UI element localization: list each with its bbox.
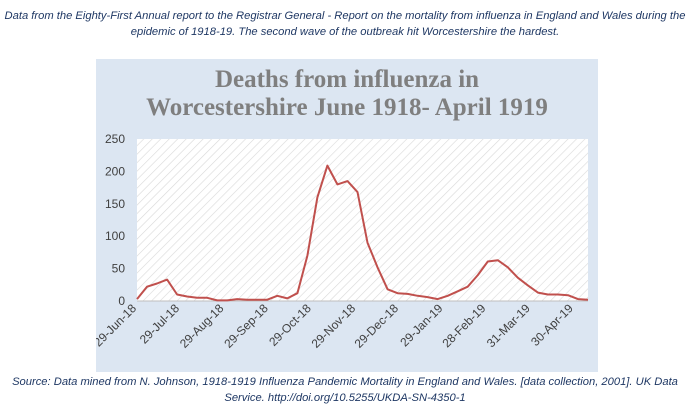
series-layer — [136, 164, 589, 302]
y-tick-label: 150 — [105, 197, 125, 211]
y-tick-label: 0 — [118, 294, 125, 308]
chart-title-line-1: Deaths from influenza in — [215, 66, 479, 93]
chart-title-line-2: Worcestershire June 1918- April 1919 — [146, 94, 548, 121]
y-tick-label: 250 — [105, 132, 125, 146]
y-tick-label: 50 — [112, 262, 126, 276]
source-caption: Source: Data mined from N. Johnson, 1918… — [12, 376, 678, 404]
description-caption: Data from the Eighty-First Annual report… — [4, 10, 686, 38]
y-tick-label: 200 — [105, 164, 125, 178]
y-tick-label: 100 — [105, 229, 125, 243]
deaths-line-chart: Deaths from influenza in Worcestershire … — [96, 59, 598, 372]
deaths-series-line — [136, 164, 589, 302]
y-axis: 0 50 100 150 200 250 — [105, 132, 125, 308]
